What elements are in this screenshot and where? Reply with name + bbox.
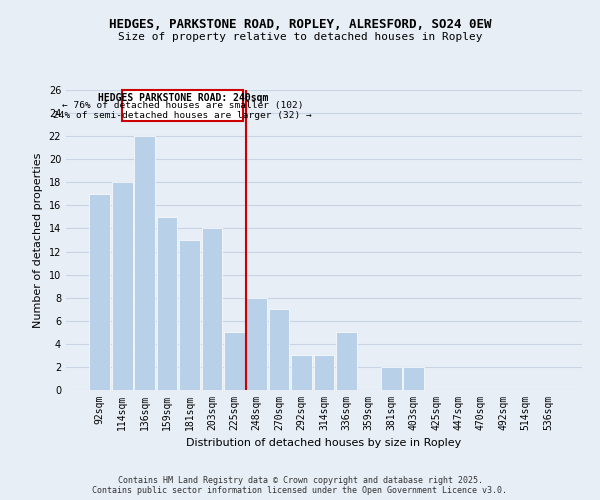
Bar (291, 356, 312, 390)
Text: 24% of semi-detached houses are larger (32) →: 24% of semi-detached houses are larger (… (53, 111, 312, 120)
Bar (381, 367, 401, 390)
Text: ← 76% of detached houses are smaller (102): ← 76% of detached houses are smaller (10… (62, 102, 304, 110)
Text: Size of property relative to detached houses in Ropley: Size of property relative to detached ho… (118, 32, 482, 42)
Text: HEDGES, PARKSTONE ROAD, ROPLEY, ALRESFORD, SO24 0EW: HEDGES, PARKSTONE ROAD, ROPLEY, ALRESFOR… (109, 18, 491, 30)
Bar (202, 228, 222, 390)
Text: HEDGES PARKSTONE ROAD: 240sqm: HEDGES PARKSTONE ROAD: 240sqm (98, 93, 268, 103)
Bar (403, 367, 424, 390)
Text: Contains HM Land Registry data © Crown copyright and database right 2025.
Contai: Contains HM Land Registry data © Crown c… (92, 476, 508, 495)
Bar (157, 217, 178, 390)
FancyBboxPatch shape (122, 90, 243, 121)
Bar (179, 240, 200, 390)
Bar (112, 182, 133, 390)
Bar (134, 136, 155, 390)
X-axis label: Distribution of detached houses by size in Ropley: Distribution of detached houses by size … (187, 438, 461, 448)
Bar (247, 298, 267, 390)
Bar (336, 332, 357, 390)
Y-axis label: Number of detached properties: Number of detached properties (33, 152, 43, 328)
Bar (314, 356, 334, 390)
Bar (269, 309, 289, 390)
Bar (89, 194, 110, 390)
Bar (224, 332, 245, 390)
